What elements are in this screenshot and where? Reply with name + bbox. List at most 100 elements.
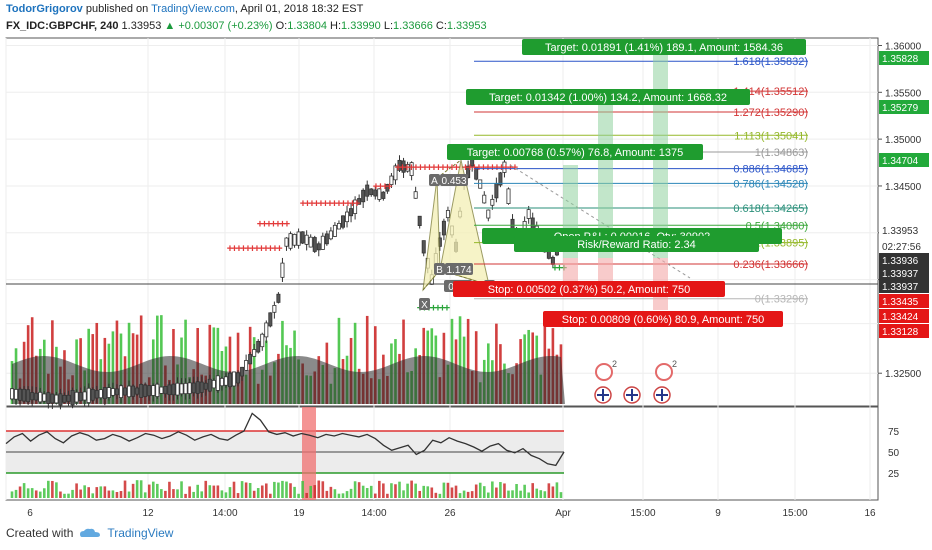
price-tag xyxy=(879,51,929,65)
volume-bar xyxy=(212,327,216,404)
oscillator-histogram-bar xyxy=(394,484,397,498)
oscillator-histogram-bar xyxy=(123,480,127,498)
oscillator-histogram-bar xyxy=(95,487,99,498)
price-tag-label: 02:27:56 xyxy=(882,242,921,253)
oscillator-histogram-bar xyxy=(495,487,498,498)
oscillator-histogram-bar xyxy=(168,481,171,498)
pattern-point-a xyxy=(429,174,440,186)
oscillator-histogram-bar xyxy=(240,481,244,498)
oscillator-highlight xyxy=(302,407,316,500)
oscillator-histogram-bar xyxy=(293,486,296,498)
candle-body xyxy=(38,391,43,403)
oscillator-histogram-bar xyxy=(430,487,434,498)
oscillator-histogram-bar xyxy=(470,491,474,498)
oscillator-histogram-bar xyxy=(87,487,90,498)
fib-level-label: 0.886(1.34685) xyxy=(733,164,808,176)
oscillator-histogram-bar xyxy=(192,491,195,498)
oscillator-histogram-bar xyxy=(26,488,30,498)
oscillator-histogram-bar xyxy=(313,485,317,498)
support-marker: + xyxy=(556,262,562,274)
volume-bar xyxy=(349,337,353,404)
price-tag xyxy=(879,266,929,280)
candle-body xyxy=(191,382,196,394)
candle-body xyxy=(46,392,51,404)
candle-body xyxy=(373,189,378,197)
trade-label-box xyxy=(453,281,725,297)
price-tag-label: 1.33953 xyxy=(882,226,919,237)
price-tag-label: 1.35828 xyxy=(882,54,919,65)
candle-body xyxy=(288,233,293,249)
resistance-marker: + xyxy=(345,198,351,210)
author-link[interactable]: TodorGrigorov xyxy=(6,3,83,15)
event-alert-icon xyxy=(655,363,673,381)
oscillator-histogram-bar xyxy=(414,483,417,498)
pattern-ratio-box xyxy=(445,263,473,275)
resistance-marker: + xyxy=(279,218,285,230)
y-tick-label: 1.36000 xyxy=(885,41,922,52)
volume-bar xyxy=(103,337,107,404)
volume-bar xyxy=(353,322,357,404)
oscillator-histogram-bar xyxy=(507,490,510,498)
price-tag-label: 1.33128 xyxy=(882,327,919,338)
candle-body xyxy=(441,220,446,236)
stop-zone xyxy=(598,258,613,285)
oscillator-histogram-bar xyxy=(543,491,547,498)
oscillator-histogram-bar xyxy=(365,488,369,498)
candle-body xyxy=(34,392,39,401)
candle-body xyxy=(340,215,345,228)
oscillator-histogram-bar xyxy=(446,482,450,498)
support-marker: + xyxy=(439,303,445,315)
oscillator-histogram-bar xyxy=(478,482,482,498)
oscillator-histogram-bar xyxy=(450,487,454,498)
tradingview-brand[interactable]: TradingView xyxy=(107,526,174,540)
y-tick-label: 1.35000 xyxy=(885,135,922,146)
oscillator-histogram-bar xyxy=(301,481,304,498)
oscillator-histogram-bar xyxy=(111,490,115,498)
trade-label-box xyxy=(514,236,759,252)
oscillator-histogram-bar xyxy=(22,483,26,498)
candle-body xyxy=(240,366,245,377)
candle-body xyxy=(54,394,59,404)
candle-body xyxy=(232,371,237,387)
oscillator-histogram-bar xyxy=(499,482,502,498)
oscillator-histogram-bar xyxy=(160,489,163,498)
candle-body xyxy=(151,385,156,396)
resistance-marker: + xyxy=(267,243,273,255)
x-tick-label: 14:00 xyxy=(361,508,386,519)
oscillator-histogram-bar xyxy=(228,487,232,498)
resistance-marker: + xyxy=(404,162,410,174)
oscillator-histogram-bar xyxy=(131,483,135,498)
volume-bar xyxy=(119,333,123,404)
volume-bar xyxy=(337,317,341,404)
y-tick-label: 1.35500 xyxy=(885,88,922,99)
pattern-ratio-label: 1.174 xyxy=(446,265,471,276)
y-tick-label: 1.34500 xyxy=(885,182,922,193)
site-link[interactable]: TradingView.com xyxy=(151,3,235,15)
oscillator-histogram-bar xyxy=(127,491,131,498)
candle-body xyxy=(369,188,374,196)
oscillator-histogram-bar xyxy=(200,491,204,498)
x-tick-label: 6 xyxy=(27,508,33,519)
x-tick-label: 12 xyxy=(142,508,154,519)
volume-bar xyxy=(87,328,90,404)
candle-body xyxy=(66,394,71,402)
candle-body xyxy=(50,393,55,404)
oscillator-histogram-bar xyxy=(511,490,514,498)
pattern-point-label: X xyxy=(421,300,428,311)
support-marker: + xyxy=(435,303,441,315)
oscillator-histogram-bar xyxy=(14,489,18,498)
fib-level-label: 1(1.34863) xyxy=(755,147,808,159)
candle-body xyxy=(482,194,487,204)
candle-body xyxy=(26,389,31,403)
x-tick-label: Apr xyxy=(555,508,571,519)
candle-body xyxy=(244,360,249,371)
candle-body xyxy=(98,389,103,399)
oscillator-histogram-bar xyxy=(539,490,543,498)
footer: Created with TradingView xyxy=(6,526,173,540)
candle-body xyxy=(183,382,188,395)
volume-bar xyxy=(450,318,454,404)
oscillator-histogram-bar xyxy=(341,493,345,498)
pattern-point-b xyxy=(434,263,445,275)
candle-body xyxy=(18,388,23,401)
